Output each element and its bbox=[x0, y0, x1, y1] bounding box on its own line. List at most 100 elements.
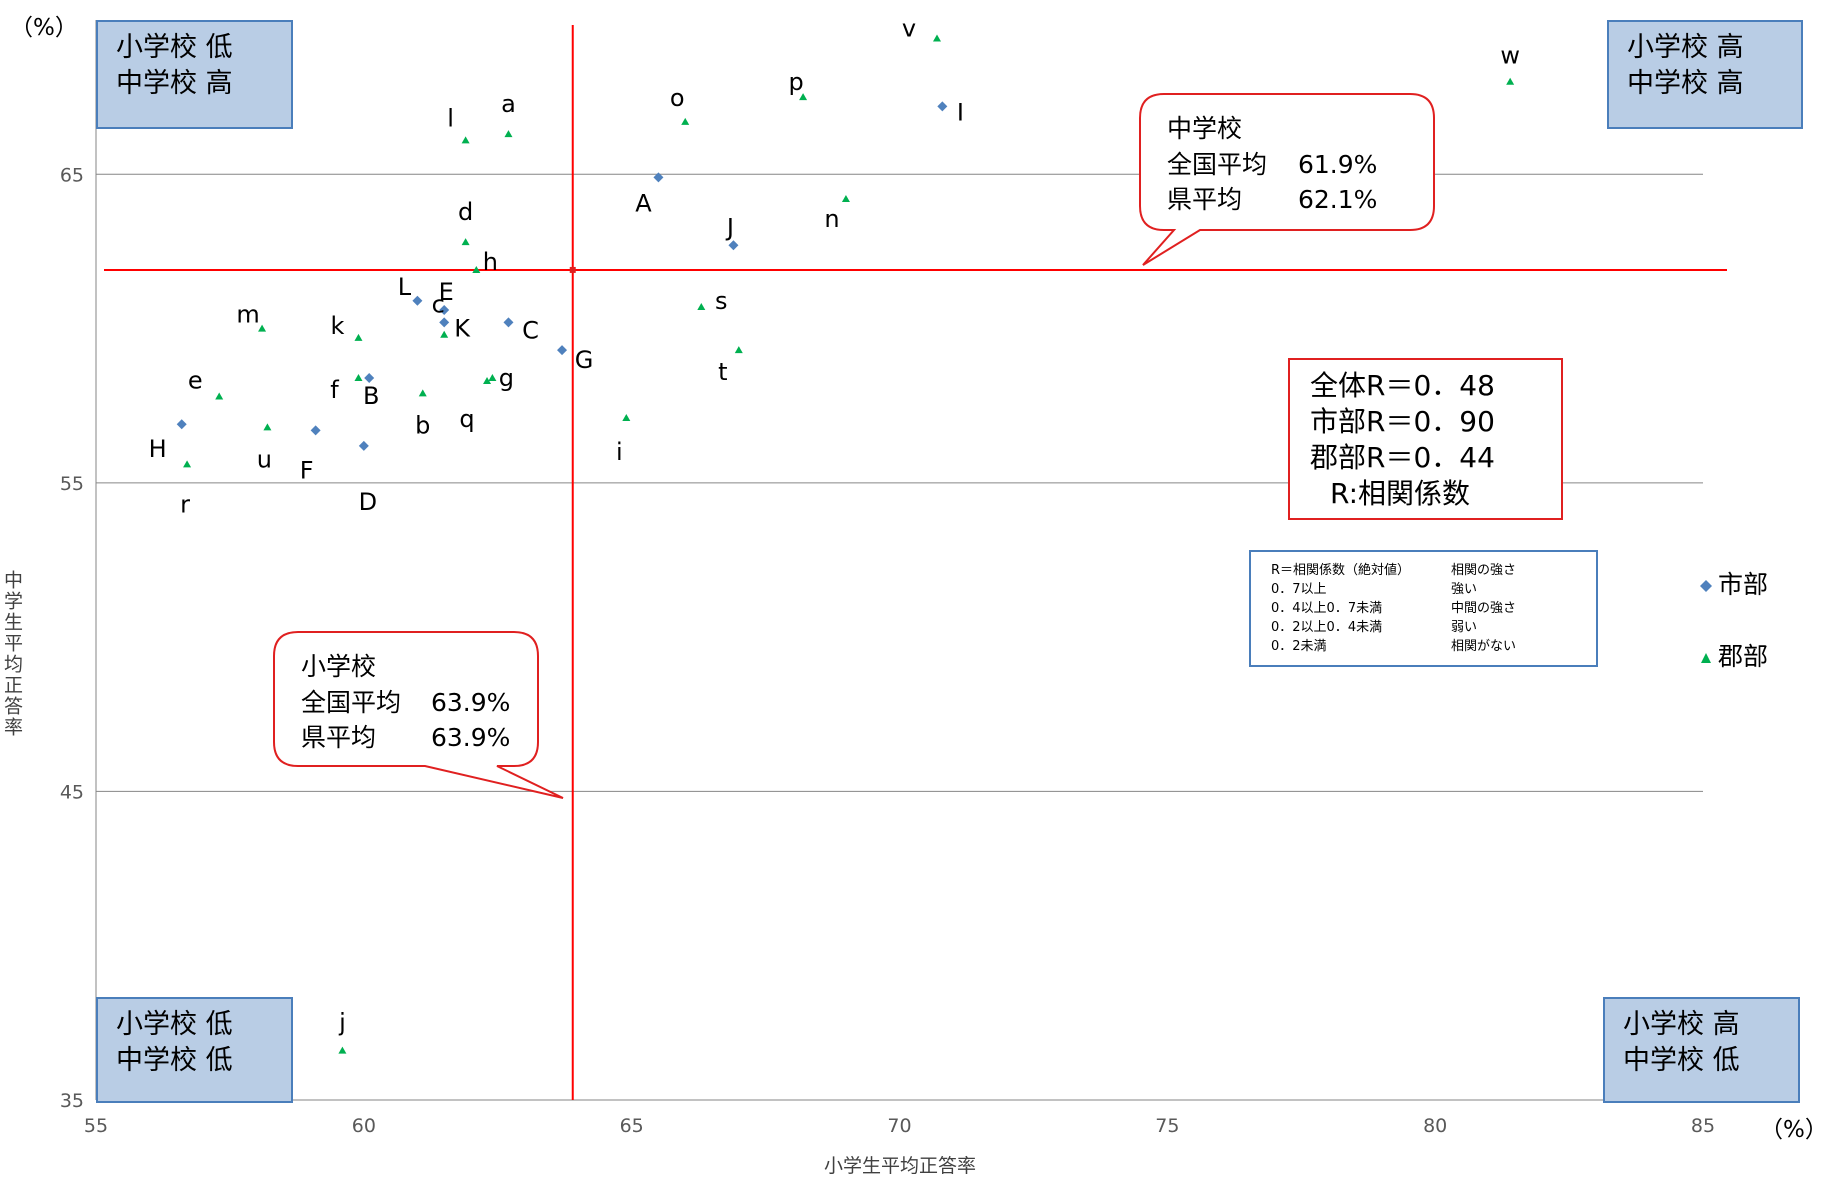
county-point-w bbox=[1506, 77, 1515, 85]
quadrant-top-left-line2: 中学校 高 bbox=[116, 68, 233, 99]
point-label-K: K bbox=[454, 314, 471, 342]
callouts: 中学校 全国平均 61.9% 県平均 62.1% 小学校 全国平均 63.9% … bbox=[273, 93, 1435, 799]
triangle-marker-icon bbox=[1701, 653, 1711, 663]
county-point-p bbox=[799, 93, 808, 101]
point-label-e: e bbox=[188, 366, 203, 394]
correlation-box: 全体R＝0．48 市部R＝0．90 郡部R＝0．44 R:相関係数 bbox=[1288, 358, 1563, 520]
quadrant-top-right-line2: 中学校 高 bbox=[1627, 68, 1744, 99]
legend-county-label: 郡部 bbox=[1718, 642, 1769, 671]
point-label-c: c bbox=[432, 291, 445, 319]
y-tick-label: 45 bbox=[60, 781, 84, 803]
table-row: 0．2未満 相関がない bbox=[1271, 637, 1596, 656]
city-point-H bbox=[176, 419, 187, 430]
point-label-L: L bbox=[398, 273, 412, 301]
legend-county: 郡部 bbox=[1700, 637, 1768, 673]
quadrant-top-right: 小学校 高 中学校 高 bbox=[1607, 20, 1803, 129]
elementary-pref-label: 県平均 bbox=[301, 723, 376, 752]
elementary-callout-title: 小学校 bbox=[301, 652, 376, 681]
city-point-G bbox=[557, 345, 568, 356]
county-point-q bbox=[483, 377, 492, 385]
table-row: 0．7以上 強い bbox=[1271, 580, 1596, 599]
county-point-a bbox=[504, 130, 513, 138]
city-point-F bbox=[310, 425, 321, 436]
reference-lines bbox=[104, 25, 1727, 1100]
data-points bbox=[176, 34, 1515, 1054]
x-tick-label: 85 bbox=[1691, 1115, 1715, 1137]
quadrant-bottom-right-line2: 中学校 低 bbox=[1623, 1045, 1740, 1076]
point-label-B: B bbox=[363, 382, 379, 410]
county-point-k bbox=[354, 333, 363, 341]
city-point-C bbox=[503, 317, 514, 328]
point-label-i: i bbox=[616, 438, 623, 466]
correlation-overall: 全体R＝0．48 bbox=[1310, 369, 1495, 402]
point-label-E: E bbox=[439, 278, 454, 306]
point-label-b: b bbox=[415, 411, 430, 439]
city-point-J bbox=[728, 240, 739, 251]
correlation-note: R:相関係数 bbox=[1330, 477, 1471, 510]
point-label-v: v bbox=[902, 15, 916, 43]
legend-city: 市部 bbox=[1700, 565, 1768, 601]
county-point-v bbox=[932, 34, 941, 42]
tick-labels: 35 45 55 65 55 60 65 70 75 80 85 bbox=[60, 164, 1715, 1137]
county-point-h bbox=[472, 265, 481, 273]
point-labels: A B C D E F G H I J K La b c d e f g h i j k l m n o p q r s t u v w bbox=[149, 15, 1520, 1037]
table-row: 0．2以上0．4未満 弱い bbox=[1271, 618, 1596, 637]
point-label-s: s bbox=[715, 287, 728, 315]
y-unit-label: （%） bbox=[10, 15, 78, 41]
quadrant-top-right-line1: 小学校 高 bbox=[1627, 32, 1744, 63]
point-label-p: p bbox=[788, 68, 803, 96]
x-tick-label: 80 bbox=[1423, 1115, 1447, 1137]
city-point-K bbox=[439, 317, 450, 328]
table-cell-strength: 弱い bbox=[1451, 620, 1478, 635]
county-point-n bbox=[841, 194, 850, 202]
table-cell-strength: 相関がない bbox=[1451, 639, 1517, 654]
y-tick-label: 35 bbox=[60, 1090, 84, 1112]
quadrant-bottom-right: 小学校 高 中学校 低 bbox=[1603, 997, 1800, 1103]
x-unit-label: （%） bbox=[1760, 1117, 1826, 1143]
point-label-f: f bbox=[330, 376, 339, 404]
elementary-national-value: 63.9% bbox=[431, 688, 510, 717]
table-cell-strength: 強い bbox=[1451, 582, 1478, 597]
table-cell-range: 0．2以上0．4未満 bbox=[1271, 620, 1383, 635]
correlation-city: 市部R＝0．90 bbox=[1310, 405, 1495, 438]
junior-pref-label: 県平均 bbox=[1167, 185, 1242, 214]
point-label-u: u bbox=[257, 445, 272, 473]
y-tick-label: 65 bbox=[60, 164, 84, 186]
point-label-F: F bbox=[300, 456, 314, 484]
county-point-j bbox=[338, 1046, 347, 1054]
y-axis-title: 中学生平均正答率 bbox=[1, 570, 23, 738]
county-point-f bbox=[354, 373, 363, 381]
table-header-row: R＝相関係数（絶対値） 相関の強さ bbox=[1271, 561, 1596, 580]
county-point-o bbox=[681, 117, 690, 125]
point-label-r: r bbox=[180, 490, 190, 518]
county-point-s bbox=[697, 302, 706, 310]
table-cell-strength: 中間の強さ bbox=[1451, 601, 1517, 616]
table-header-r: R＝相関係数（絶対値） bbox=[1271, 563, 1411, 578]
table-cell-range: 0．7以上 bbox=[1271, 582, 1327, 597]
point-label-k: k bbox=[331, 312, 345, 340]
legend-city-label: 市部 bbox=[1718, 570, 1769, 599]
x-tick-label: 65 bbox=[620, 1115, 644, 1137]
x-tick-label: 75 bbox=[1155, 1115, 1179, 1137]
quadrant-bottom-left-line2: 中学校 低 bbox=[116, 1045, 233, 1076]
point-label-l: l bbox=[447, 104, 454, 132]
point-label-I: I bbox=[957, 98, 964, 126]
city-point-E bbox=[439, 305, 450, 316]
axes bbox=[95, 20, 1703, 1101]
city-point-L bbox=[412, 295, 423, 306]
city-point-I bbox=[937, 101, 948, 112]
county-point-t bbox=[734, 346, 743, 354]
county-point-b bbox=[418, 389, 427, 397]
county-point-r bbox=[183, 460, 192, 468]
x-tick-label: 55 bbox=[84, 1115, 108, 1137]
county-point-d bbox=[461, 238, 470, 246]
y-tick-label: 55 bbox=[60, 473, 84, 495]
county-point-g bbox=[488, 373, 497, 381]
point-label-D: D bbox=[359, 488, 377, 516]
x-tick-label: 60 bbox=[352, 1115, 376, 1137]
point-label-H: H bbox=[149, 435, 167, 463]
point-label-o: o bbox=[670, 84, 685, 112]
point-label-C: C bbox=[522, 316, 539, 344]
correlation-county: 郡部R＝0．44 bbox=[1310, 441, 1495, 474]
